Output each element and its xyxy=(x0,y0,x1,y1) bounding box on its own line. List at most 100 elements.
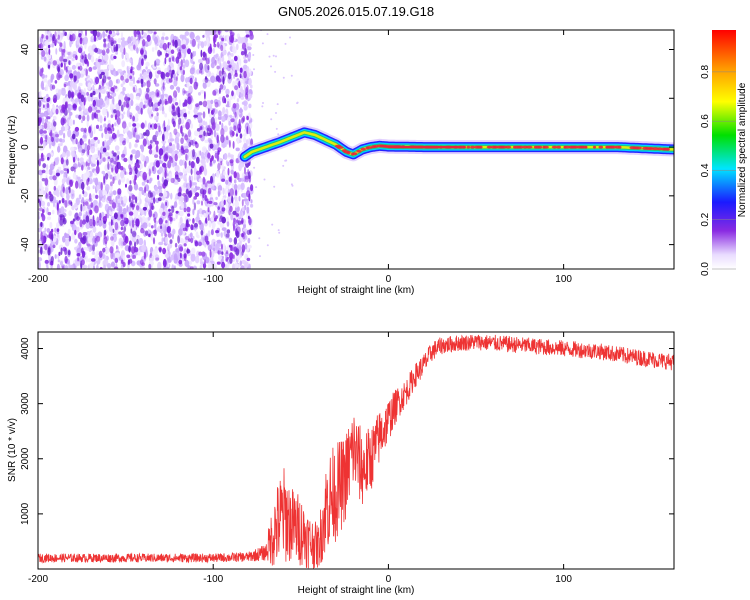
noise-speckle xyxy=(134,127,137,133)
noise-speckle xyxy=(92,84,95,92)
noise-speckle xyxy=(117,188,122,195)
noise-speckle xyxy=(73,75,77,83)
noise-speckle xyxy=(130,246,136,254)
noise-speckle xyxy=(80,37,83,42)
colorbar-tick-label: 0.2 xyxy=(700,212,711,226)
noise-speckle xyxy=(85,254,88,263)
y-tick-label: 2000 xyxy=(20,447,31,470)
signal-core xyxy=(551,145,558,149)
noise-speckle xyxy=(206,180,212,184)
noise-speckle xyxy=(178,172,183,176)
noise-speckle xyxy=(50,75,53,83)
noise-speckle xyxy=(162,247,167,255)
noise-speckle xyxy=(98,98,104,106)
noise-speckle xyxy=(68,60,71,65)
noise-speckle xyxy=(82,264,88,269)
signal-core xyxy=(518,145,524,149)
noise-speckle xyxy=(112,176,115,184)
signal-core xyxy=(598,145,604,149)
noise-speckle xyxy=(125,78,129,83)
noise-speckle xyxy=(216,65,220,70)
noise-speckle xyxy=(58,129,64,136)
noise-speckle xyxy=(159,225,163,230)
noise-speckle xyxy=(124,171,127,175)
noise-speckle xyxy=(107,195,112,202)
noise-speckle xyxy=(214,152,219,159)
noise-speckle xyxy=(110,231,113,238)
noise-speckle xyxy=(104,139,107,147)
noise-speckle xyxy=(120,83,124,88)
noise-speckle xyxy=(82,103,85,111)
noise-speckle xyxy=(166,226,171,234)
noise-speckle xyxy=(52,235,57,243)
x-tick-label: -100 xyxy=(203,274,223,285)
noise-speckle xyxy=(164,131,169,137)
noise-speckle xyxy=(103,264,106,269)
noise-speckle xyxy=(225,88,230,95)
noise-speckle xyxy=(110,128,113,134)
noise-speckle xyxy=(232,46,237,54)
noise-speckle xyxy=(79,157,84,163)
noise-speckle xyxy=(109,174,113,180)
signal-core xyxy=(346,151,351,155)
noise-speckle xyxy=(83,36,88,45)
noise-speckle xyxy=(105,30,109,33)
noise-speckle xyxy=(98,250,103,258)
noise-speckle xyxy=(93,241,98,247)
noise-speckle xyxy=(193,106,197,115)
noise-speckle xyxy=(134,241,137,249)
noise-speckle xyxy=(202,57,207,61)
noise-speckle xyxy=(95,165,100,174)
noise-speckle xyxy=(117,194,120,199)
noise-speckle xyxy=(192,266,197,269)
noise-speckle xyxy=(232,263,236,269)
noise-speckle xyxy=(138,190,142,200)
noise-speckle xyxy=(109,157,114,163)
noise-speckle xyxy=(159,99,162,105)
noise-speckle xyxy=(135,139,140,143)
noise-speckle xyxy=(248,193,251,202)
noise-speckle xyxy=(191,38,196,47)
noise-speckle xyxy=(200,151,205,160)
noise-speckle xyxy=(217,206,220,211)
noise-speckle xyxy=(236,137,240,144)
noise-speckle xyxy=(121,32,123,39)
noise-speckle xyxy=(92,244,95,252)
noise-speckle xyxy=(75,197,81,206)
noise-speckle xyxy=(86,144,91,151)
noise-speckle xyxy=(60,206,65,214)
noise-speckle xyxy=(100,71,105,76)
noise-speckle xyxy=(41,178,46,182)
noise-speckle xyxy=(86,75,90,79)
noise-speckle xyxy=(118,237,123,243)
noise-speckle xyxy=(91,251,96,255)
noise-speckle xyxy=(190,123,194,129)
noise-speckle xyxy=(145,155,150,164)
noise-speckle xyxy=(171,264,175,269)
noise-speckle xyxy=(180,202,184,209)
noise-speckle xyxy=(149,143,152,150)
noise-speckle xyxy=(57,89,63,96)
spectrogram-heatmap xyxy=(38,30,674,269)
noise-speckle xyxy=(161,237,164,243)
noise-speckle xyxy=(242,76,246,85)
noise-speckle xyxy=(55,172,61,177)
noise-speckle xyxy=(65,159,69,166)
noise-speckle xyxy=(40,157,45,162)
noise-speckle xyxy=(200,49,203,58)
noise-speckle xyxy=(222,49,227,56)
colorbar-tick-label: 0.4 xyxy=(700,163,711,177)
noise-speckle xyxy=(133,178,136,186)
colorbar-tick-label: 0.0 xyxy=(700,262,711,276)
noise-speckle xyxy=(85,215,90,223)
noise-speckle xyxy=(109,211,113,216)
noise-speckle xyxy=(156,112,159,117)
noise-speckle xyxy=(204,259,206,267)
noise-speckle xyxy=(222,95,226,104)
noise-speckle xyxy=(158,192,163,197)
noise-speckle xyxy=(157,49,161,57)
noise-speckle xyxy=(52,244,56,249)
noise-speckle xyxy=(193,81,198,90)
noise-speckle xyxy=(83,127,87,133)
signal-core xyxy=(466,145,471,149)
